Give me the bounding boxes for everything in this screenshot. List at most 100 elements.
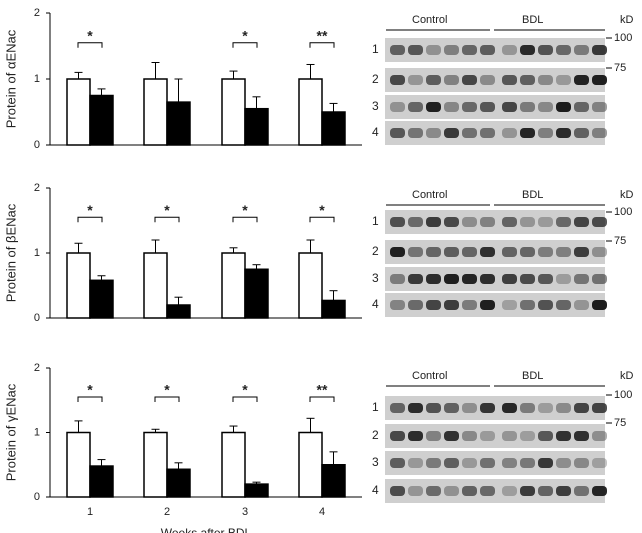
blot-band — [574, 45, 589, 55]
blot-band — [462, 458, 477, 468]
blot-band — [538, 45, 553, 55]
blot-band — [408, 458, 423, 468]
blot-band — [538, 128, 553, 138]
blot-band — [520, 431, 535, 441]
significance-label: * — [242, 202, 248, 218]
blot-band — [462, 217, 477, 227]
blot-band — [462, 274, 477, 284]
blot-band — [390, 75, 405, 85]
significance-bracket — [77, 216, 103, 223]
bar — [66, 431, 91, 498]
blot-band — [592, 300, 607, 310]
bar — [166, 304, 191, 319]
blot-band — [390, 403, 405, 413]
blot-band — [502, 217, 517, 227]
blot-band — [480, 300, 495, 310]
bar — [244, 107, 269, 146]
bar — [166, 468, 191, 498]
blot-band — [574, 75, 589, 85]
significance-label: * — [87, 202, 93, 218]
row-label: 2 — [372, 72, 379, 86]
blot-band — [592, 45, 607, 55]
row-label: 1 — [372, 214, 379, 228]
blot-header: Control — [412, 14, 447, 26]
blot-band — [480, 274, 495, 284]
blot-band — [444, 45, 459, 55]
blot-band — [462, 431, 477, 441]
blot-band — [502, 403, 517, 413]
blot-unit: kD — [620, 14, 634, 26]
blot-band — [520, 247, 535, 257]
blot-band — [574, 274, 589, 284]
blot-band — [592, 217, 607, 227]
blot-band — [592, 403, 607, 413]
blot-band — [480, 486, 495, 496]
row-label: 1 — [372, 400, 379, 414]
y-tick-label: 0 — [34, 491, 40, 503]
blot-band — [502, 431, 517, 441]
y-axis-label: Protein of γENac — [3, 383, 18, 481]
blot-band — [574, 128, 589, 138]
y-tick-label: 0 — [34, 312, 40, 324]
significance-label: * — [319, 202, 325, 218]
blot-band — [574, 300, 589, 310]
bar — [89, 279, 114, 319]
blot-band — [520, 102, 535, 112]
blot-unit: kD — [620, 189, 634, 201]
blot-band — [390, 300, 405, 310]
significance-label: * — [164, 382, 170, 398]
row-label: 4 — [372, 483, 379, 497]
blot-band — [408, 102, 423, 112]
blot-band — [538, 274, 553, 284]
bar — [321, 299, 346, 319]
bar — [143, 252, 168, 319]
blot-band — [426, 486, 441, 496]
blot-band — [444, 403, 459, 413]
blot-band — [592, 75, 607, 85]
blot-band — [574, 102, 589, 112]
blot-band — [480, 403, 495, 413]
blot-band — [444, 431, 459, 441]
blot-band — [574, 247, 589, 257]
blot-band — [462, 247, 477, 257]
blot-band — [502, 486, 517, 496]
blot-band — [426, 45, 441, 55]
significance-label: * — [87, 27, 93, 43]
blot-band — [538, 300, 553, 310]
blot-band — [502, 274, 517, 284]
y-tick-label: 1 — [34, 426, 40, 438]
blot-band — [556, 45, 571, 55]
x-tick-label: 2 — [164, 506, 170, 518]
bar — [298, 78, 323, 146]
y-tick-label: 1 — [34, 247, 40, 259]
bar — [89, 94, 114, 146]
blot-band — [574, 458, 589, 468]
blot-band — [408, 45, 423, 55]
blot-band — [426, 300, 441, 310]
blot-band — [480, 45, 495, 55]
blot-band — [462, 300, 477, 310]
blot-band — [574, 217, 589, 227]
significance-bracket — [232, 42, 258, 48]
blot-band — [444, 458, 459, 468]
blot-band — [502, 45, 517, 55]
blot-header: BDL — [522, 189, 543, 201]
blot-band — [592, 247, 607, 257]
row-label: 1 — [372, 42, 379, 56]
blot-band — [556, 458, 571, 468]
blot-band — [592, 458, 607, 468]
blot-band — [538, 217, 553, 227]
blot-band — [462, 45, 477, 55]
blot-band — [480, 458, 495, 468]
blot-band — [480, 217, 495, 227]
bar — [66, 78, 91, 146]
blot-band — [480, 102, 495, 112]
blot-band — [556, 431, 571, 441]
blot-band — [408, 75, 423, 85]
bar — [166, 101, 191, 146]
significance-label: * — [242, 382, 248, 398]
significance-bracket — [77, 42, 103, 48]
blot-band — [592, 128, 607, 138]
y-tick-label: 2 — [34, 7, 40, 19]
significance-bracket — [232, 216, 258, 223]
